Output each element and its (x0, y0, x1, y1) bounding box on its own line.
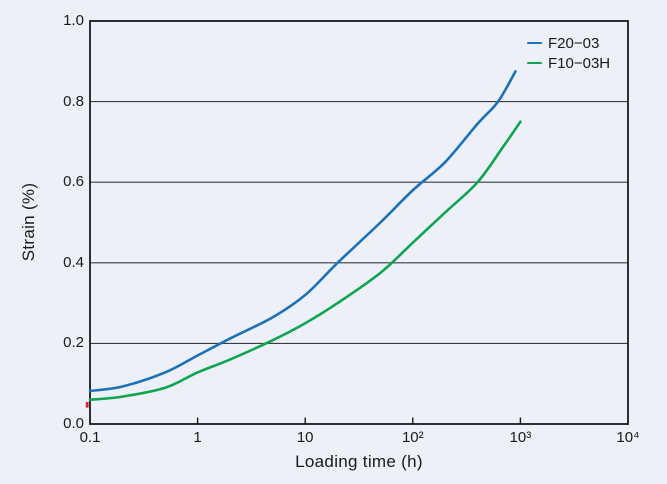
x-tick-label: 1 (193, 429, 202, 446)
legend-label-f10-03h: F10−03H (548, 54, 611, 72)
series-line-f10-03h (88, 120, 522, 402)
y-axis-tick-labels: 0.0 0.2 0.4 0.6 0.8 1.0 (0, 0, 84, 484)
y-tick-label: 0.2 (63, 334, 84, 352)
x-tick-label: 10² (401, 429, 424, 446)
y-tick-label: 0.0 (63, 415, 84, 432)
legend-line-sample-f20-03 (527, 41, 542, 45)
x-tick-label: 0.1 (79, 429, 101, 446)
x-tick-label: 10³ (509, 429, 532, 446)
y-tick-label: 1.0 (63, 12, 84, 29)
plot-border (89, 20, 629, 425)
y-tick-label: 0.4 (63, 253, 84, 271)
x-axis-title: Loading time (h) (295, 452, 423, 471)
y-tick-label: 0.6 (63, 173, 84, 191)
x-tick-label: 10⁴ (616, 429, 640, 446)
legend-item-f10-03h: F10−03H (527, 53, 610, 73)
legend-line-sample-f10-03h (527, 61, 542, 65)
series-line-f20-03 (88, 70, 517, 393)
legend: F20−03 F10−03H (527, 33, 610, 73)
y-tick-label: 0.8 (63, 92, 84, 110)
legend-label-f20-03: F20−03 (548, 34, 600, 52)
red-tick-artifact (85, 402, 89, 408)
x-tick-label: 10 (296, 429, 314, 446)
legend-item-f20-03: F20−03 (527, 33, 610, 53)
